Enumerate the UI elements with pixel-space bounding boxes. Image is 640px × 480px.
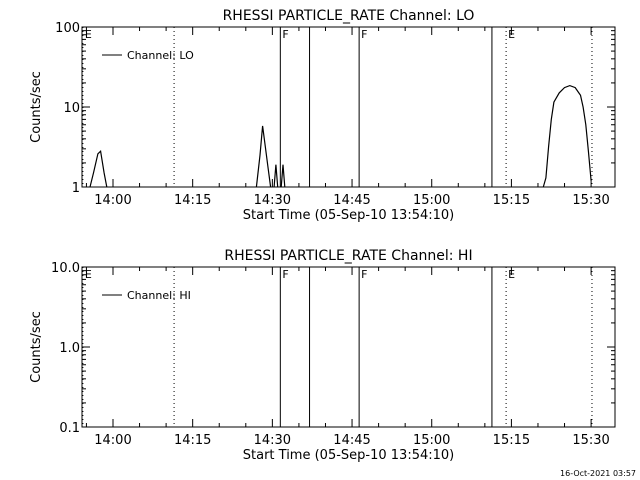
y-axis-label-0: Counts/sec: [29, 71, 44, 143]
x-tick-label-0-2: 14:30: [254, 193, 291, 208]
y-tick-label-0-2: 100: [55, 21, 80, 36]
event-marker-label-1-4: F: [361, 268, 367, 281]
series-line-0-0-2: [273, 164, 279, 188]
x-tick-label-1-5: 15:15: [493, 433, 530, 448]
x-tick-label-0-4: 15:00: [413, 193, 450, 208]
chart-title-1: RHESSI PARTICLE_RATE Channel: HI: [224, 248, 472, 264]
x-tick-label-1-6: 15:30: [572, 433, 609, 448]
event-marker-label-0-6: E: [508, 28, 515, 41]
y-tick-label-1-1: 1.0: [59, 341, 80, 356]
y-tick-label-0-1: 10: [63, 101, 80, 116]
x-tick-label-0-0: 14:00: [94, 193, 131, 208]
y-tick-label-1-2: 10.0: [51, 261, 80, 276]
x-tick-label-1-3: 14:45: [333, 433, 370, 448]
x-tick-label-1-2: 14:30: [254, 433, 291, 448]
legend-entry-0: Channel: LO: [127, 49, 194, 62]
series-line-0-0-3: [280, 164, 286, 188]
series-line-0-0-4: [542, 84, 592, 188]
event-marker-label-1-2: F: [282, 268, 288, 281]
series-line-0-0-0: [89, 149, 108, 188]
x-axis-label-1: Start Time (05-Sep-10 13:54:10): [243, 448, 454, 463]
event-marker-label-1-0: E: [85, 268, 92, 281]
event-marker-label-1-6: E: [508, 268, 515, 281]
y-tick-label-0-0: 1: [72, 181, 80, 196]
series-line-0-0-1: [255, 125, 272, 188]
y-tick-label-1-0: 0.1: [59, 421, 80, 436]
event-marker-label-0-2: F: [282, 28, 288, 41]
x-tick-label-0-1: 14:15: [174, 193, 211, 208]
legend-entry-1: Channel: HI: [127, 289, 191, 302]
y-axis-label-1: Counts/sec: [29, 311, 44, 383]
x-tick-label-0-6: 15:30: [572, 193, 609, 208]
chart-title-0: RHESSI PARTICLE_RATE Channel: LO: [223, 8, 475, 24]
x-tick-label-1-0: 14:00: [94, 433, 131, 448]
x-tick-label-0-5: 15:15: [493, 193, 530, 208]
event-marker-label-0-4: F: [361, 28, 367, 41]
x-tick-label-1-4: 15:00: [413, 433, 450, 448]
x-tick-label-0-3: 14:45: [333, 193, 370, 208]
x-axis-label-0: Start Time (05-Sep-10 13:54:10): [243, 208, 454, 223]
x-tick-label-1-1: 14:15: [174, 433, 211, 448]
footer-timestamp: 16-Oct-2021 03:57: [560, 469, 636, 478]
event-marker-label-0-0: E: [85, 28, 92, 41]
